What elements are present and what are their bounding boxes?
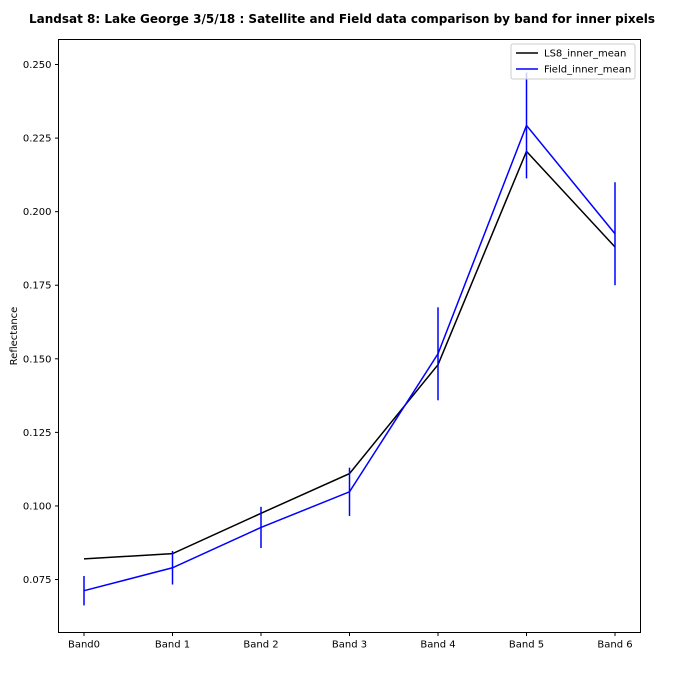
series-Field_inner_mean [83, 72, 616, 606]
series-layer [83, 72, 616, 606]
y-tick-label: 0.175 [23, 281, 52, 292]
plot-frame [58, 39, 641, 633]
y-tick-label: 0.150 [23, 354, 52, 365]
y-tick-label: 0.075 [23, 575, 52, 586]
x-tick-label: Band 2 [243, 640, 278, 651]
legend-box [510, 43, 636, 80]
y-tick-label: 0.250 [23, 60, 52, 71]
legend: LS8_inner_mean Field_inner_mean [510, 43, 636, 80]
y-tick-label: 0.225 [23, 134, 52, 145]
x-tick-label: Band 6 [597, 640, 632, 651]
x-tick-label: Band 4 [420, 640, 455, 651]
chart-title: Landsat 8: Lake George 3/5/18 : Satellit… [29, 12, 655, 26]
y-axis-label: Reflectance [9, 307, 20, 366]
x-tick-label: Band0 [68, 640, 100, 651]
x-axis: Band0 Band 1 Band 2 Band 3 Band 4 Band 5 Band … [68, 632, 633, 651]
x-tick-label: Band 3 [332, 640, 367, 651]
series-line [83, 123, 616, 592]
x-tick-label: Band 1 [155, 640, 190, 651]
y-tick-label: 0.200 [23, 207, 52, 218]
x-tick-label: Band 5 [509, 640, 544, 651]
legend-label: LS8_inner_mean [544, 49, 626, 60]
y-tick-label: 0.125 [23, 428, 52, 439]
y-tick-label: 0.100 [23, 501, 52, 512]
y-axis: 0.075 0.100 0.125 0.150 0.175 0.200 0.225 0.250 [23, 60, 59, 586]
legend-label: Field_inner_mean [544, 65, 631, 76]
